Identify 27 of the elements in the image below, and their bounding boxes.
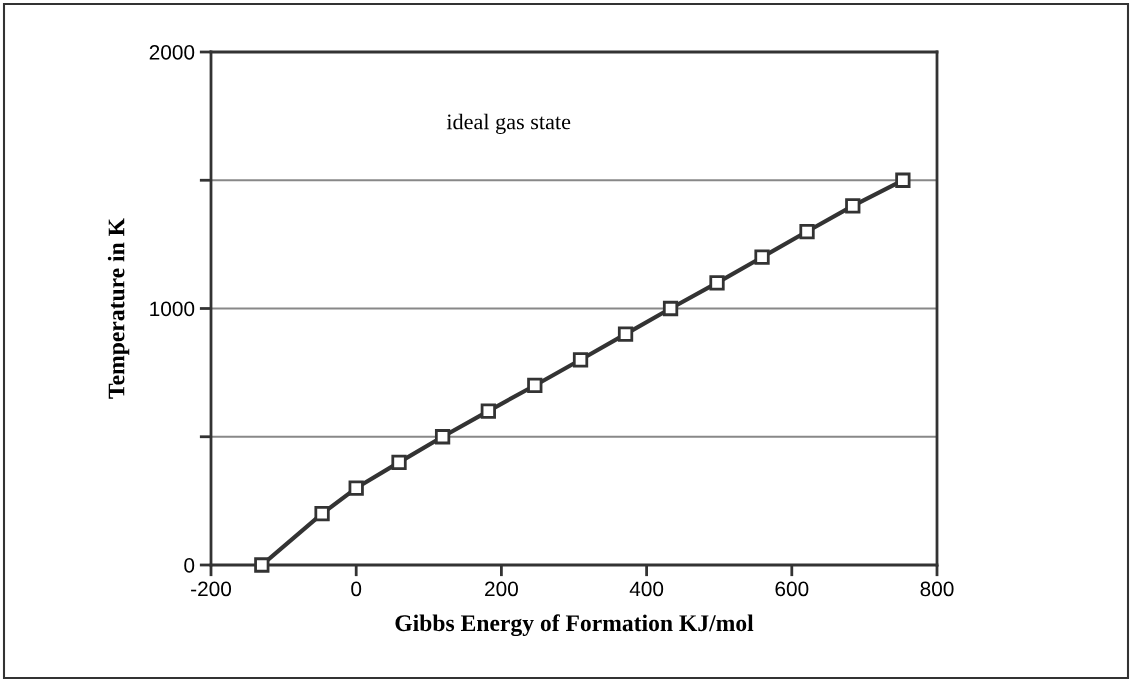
y-tick-label: 1000 — [150, 301, 195, 317]
annotation: ideal gas state — [446, 113, 571, 134]
point — [480, 403, 496, 419]
point — [662, 300, 679, 317]
x-axis-title: Gibbs Energy of Formation KJ/mol — [395, 614, 754, 637]
x-tick-label: 200 — [485, 581, 518, 597]
point — [527, 377, 543, 394]
point — [348, 480, 364, 496]
point — [617, 326, 634, 342]
x-tick-label: 400 — [629, 581, 664, 597]
y-tick-label: 2000 — [149, 45, 195, 60]
point — [314, 506, 330, 522]
point — [391, 454, 407, 471]
x-tick-label: -200 — [191, 581, 232, 597]
point — [254, 557, 270, 573]
x-tick-label: 0 — [351, 581, 362, 597]
y-tick-label: 0 — [184, 558, 195, 573]
point — [572, 352, 589, 368]
y-axis-title: Temperature in K — [107, 218, 130, 399]
x-tick-label: 800 — [920, 581, 954, 597]
point — [845, 198, 861, 214]
point — [709, 275, 725, 291]
point — [434, 429, 451, 445]
x-tick-label: 600 — [775, 581, 809, 597]
point — [895, 172, 911, 188]
point — [754, 249, 770, 265]
point — [799, 223, 815, 240]
